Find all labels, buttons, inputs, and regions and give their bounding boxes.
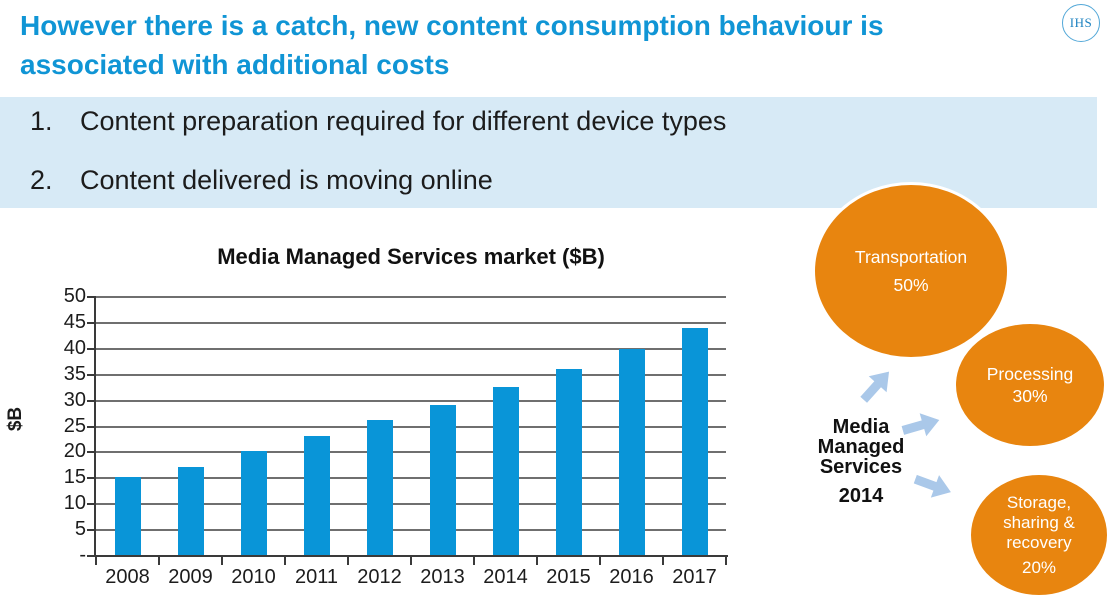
x-tick-label: 2016: [609, 566, 654, 588]
y-tick-label: 10: [63, 492, 86, 514]
bubble-processing-label: Processing: [986, 363, 1074, 384]
bar-2010: [240, 451, 267, 555]
bubble-transportation-label: Transportation: [854, 246, 968, 267]
bar-2016: [618, 349, 645, 555]
gridline: [96, 322, 726, 324]
y-tick-label: 45: [63, 311, 86, 333]
x-axis-tick: [347, 557, 349, 565]
bubble-storage-label-1: Storage,: [1006, 492, 1072, 512]
y-axis-tick: [87, 400, 94, 402]
points-band: 1. Content preparation required for diff…: [0, 97, 1097, 208]
y-tick-label: -: [79, 544, 86, 566]
x-axis-tick: [536, 557, 538, 565]
chart-title: Media Managed Services market ($B): [217, 244, 605, 269]
x-tick-label: 2014: [483, 566, 528, 588]
y-tick-label: 35: [63, 363, 86, 385]
bubble-storage: Storage, sharing & recovery 20%: [968, 472, 1110, 598]
y-axis-tick: [87, 555, 94, 557]
y-axis-tick: [87, 296, 94, 298]
x-axis-tick: [473, 557, 475, 565]
x-axis-tick: [410, 557, 412, 565]
y-axis-tick: [87, 426, 94, 428]
y-tick-label: 50: [63, 285, 86, 307]
bubble-storage-pct: 20%: [1021, 557, 1057, 577]
gridline: [96, 400, 726, 402]
bubble-processing: Processing 30%: [953, 321, 1107, 449]
x-tick-label: 2013: [420, 566, 465, 588]
y-tick-label: 25: [63, 415, 86, 437]
bubble-transportation: Transportation 50%: [812, 182, 1010, 360]
point-1-number: 1.: [30, 106, 53, 136]
x-axis-tick: [725, 557, 727, 565]
bar-2015: [555, 369, 582, 555]
bar-2008: [114, 477, 141, 555]
arrow-up-right-icon: [854, 361, 900, 408]
mms-label-year: 2014: [838, 485, 884, 507]
x-axis-line: [94, 555, 728, 557]
x-tick-label: 2017: [672, 566, 717, 588]
arrow-down-right-icon: [911, 467, 957, 505]
ihs-logo-text: IHS: [1069, 15, 1093, 30]
bar-2011: [303, 436, 330, 555]
slide-title-line2: associated with additional costs: [20, 49, 450, 80]
y-axis-tick: [87, 529, 94, 531]
bar-2013: [429, 405, 456, 555]
y-axis-title: $B: [5, 406, 26, 432]
gridline: [96, 426, 726, 428]
bar-2014: [492, 387, 519, 555]
x-tick-label: 2015: [546, 566, 591, 588]
bar-2012: [366, 420, 393, 555]
slide-title-line1: However there is a catch, new content co…: [20, 10, 884, 41]
x-axis-tick: [221, 557, 223, 565]
y-axis-tick: [87, 348, 94, 350]
media-managed-services-label: Media Managed Services 2014: [795, 417, 927, 506]
mms-label-text: Media Managed Services: [817, 416, 905, 478]
y-axis-tick: [87, 322, 94, 324]
y-axis-tick: [87, 374, 94, 376]
y-tick-label: 20: [63, 440, 86, 462]
x-tick-label: 2010: [231, 566, 276, 588]
x-tick-label: 2011: [294, 566, 338, 588]
x-axis-tick: [95, 557, 97, 565]
bar-chart: [87, 296, 728, 565]
bubble-storage-label-2: sharing &: [1003, 512, 1075, 532]
y-tick-label: 40: [63, 337, 86, 359]
x-tick-label: 2008: [105, 566, 150, 588]
x-tick-label: 2012: [357, 566, 402, 588]
gridline: [96, 477, 726, 479]
y-tick-label: 5: [74, 518, 86, 540]
gridline: [96, 296, 726, 298]
bubble-processing-pct: 30%: [1012, 385, 1048, 406]
x-axis-tick: [662, 557, 664, 565]
x-tick-label: 2009: [168, 566, 213, 588]
x-axis-tick: [599, 557, 601, 565]
bubble-transportation-pct: 50%: [893, 274, 929, 295]
gridline: [96, 374, 726, 376]
y-axis-tick: [87, 477, 94, 479]
y-tick-label: 15: [63, 466, 86, 488]
arrow-right-icon: [899, 407, 945, 443]
bar-2009: [177, 467, 204, 555]
y-tick-label: 30: [63, 389, 86, 411]
point-2-text: Content delivered is moving online: [80, 165, 493, 195]
gridline: [96, 451, 726, 453]
y-axis-tick: [87, 503, 94, 505]
gridline: [96, 529, 726, 531]
bubble-storage-label-3: recovery: [1006, 532, 1072, 552]
slide-title: However there is a catch, new content co…: [20, 6, 1050, 84]
point-1-text: Content preparation required for differe…: [80, 106, 727, 136]
x-axis-tick: [284, 557, 286, 565]
y-axis-tick: [87, 451, 94, 453]
ihs-logo: IHS: [1062, 4, 1100, 42]
gridline: [96, 503, 726, 505]
gridline: [96, 348, 726, 350]
x-axis-tick: [158, 557, 160, 565]
bar-2017: [681, 328, 708, 555]
y-axis-line: [94, 296, 96, 557]
point-2-number: 2.: [30, 165, 53, 195]
